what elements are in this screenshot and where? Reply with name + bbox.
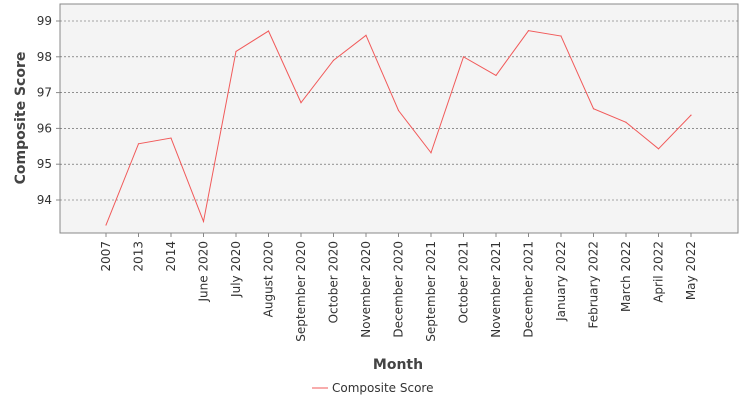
data-point	[592, 108, 595, 110]
x-tick-label: December 2021	[522, 241, 536, 338]
x-tick-label: June 2020	[197, 241, 211, 303]
x-tick-label: November 2021	[489, 241, 503, 338]
y-axis-ticks: 94 95 96 97 98 99	[37, 14, 60, 207]
data-point	[657, 148, 660, 150]
legend-label: Composite Score	[332, 381, 433, 395]
y-tick-label: 99	[37, 14, 52, 28]
data-point	[430, 152, 432, 154]
data-point	[137, 143, 140, 145]
x-axis-ticks: 2007 2013 2014 June 2020 July 2020 August 202…	[99, 233, 698, 342]
x-tick-label: February 2022	[587, 241, 601, 329]
data-point	[690, 114, 692, 116]
series-layer	[105, 30, 692, 226]
y-tick-label: 95	[37, 157, 52, 171]
gridlines	[60, 20, 738, 201]
x-tick-label: April 2022	[652, 241, 666, 303]
data-point	[202, 220, 205, 223]
x-axis-title: Month	[373, 357, 423, 373]
x-tick-label: March 2022	[619, 241, 633, 312]
data-point	[235, 50, 237, 53]
data-point	[365, 34, 367, 36]
x-tick-label: 2013	[132, 241, 146, 272]
data-point	[560, 35, 562, 37]
legend: Composite Score	[312, 381, 433, 395]
x-tick-label: November 2020	[359, 241, 373, 338]
x-tick-label: July 2020	[229, 241, 243, 298]
x-tick-label: September 2020	[294, 241, 308, 342]
x-tick-label: May 2022	[684, 241, 698, 300]
data-point	[267, 30, 270, 32]
data-point	[625, 121, 627, 123]
y-tick-label: 94	[37, 193, 52, 207]
x-tick-label: August 2020	[262, 241, 276, 317]
y-tick-label: 97	[37, 86, 52, 100]
y-axis-title: Composite Score	[13, 52, 29, 185]
data-point	[462, 56, 465, 58]
x-tick-label: December 2020	[392, 241, 406, 338]
data-point	[332, 59, 335, 61]
x-tick-label: September 2021	[424, 241, 438, 342]
y-tick-label: 98	[37, 50, 52, 64]
data-point	[495, 74, 497, 77]
plot-background	[59, 3, 739, 234]
data-point	[527, 30, 530, 32]
data-point	[170, 137, 172, 139]
data-point	[300, 102, 302, 104]
data-point	[397, 109, 400, 112]
x-tick-label: October 2021	[457, 241, 471, 323]
x-tick-label: 2014	[164, 241, 178, 272]
x-tick-label: January 2022	[554, 241, 568, 322]
y-tick-label: 96	[37, 121, 52, 135]
x-tick-label: October 2020	[327, 241, 341, 323]
data-point	[105, 224, 107, 226]
x-tick-label: 2007	[99, 241, 113, 272]
